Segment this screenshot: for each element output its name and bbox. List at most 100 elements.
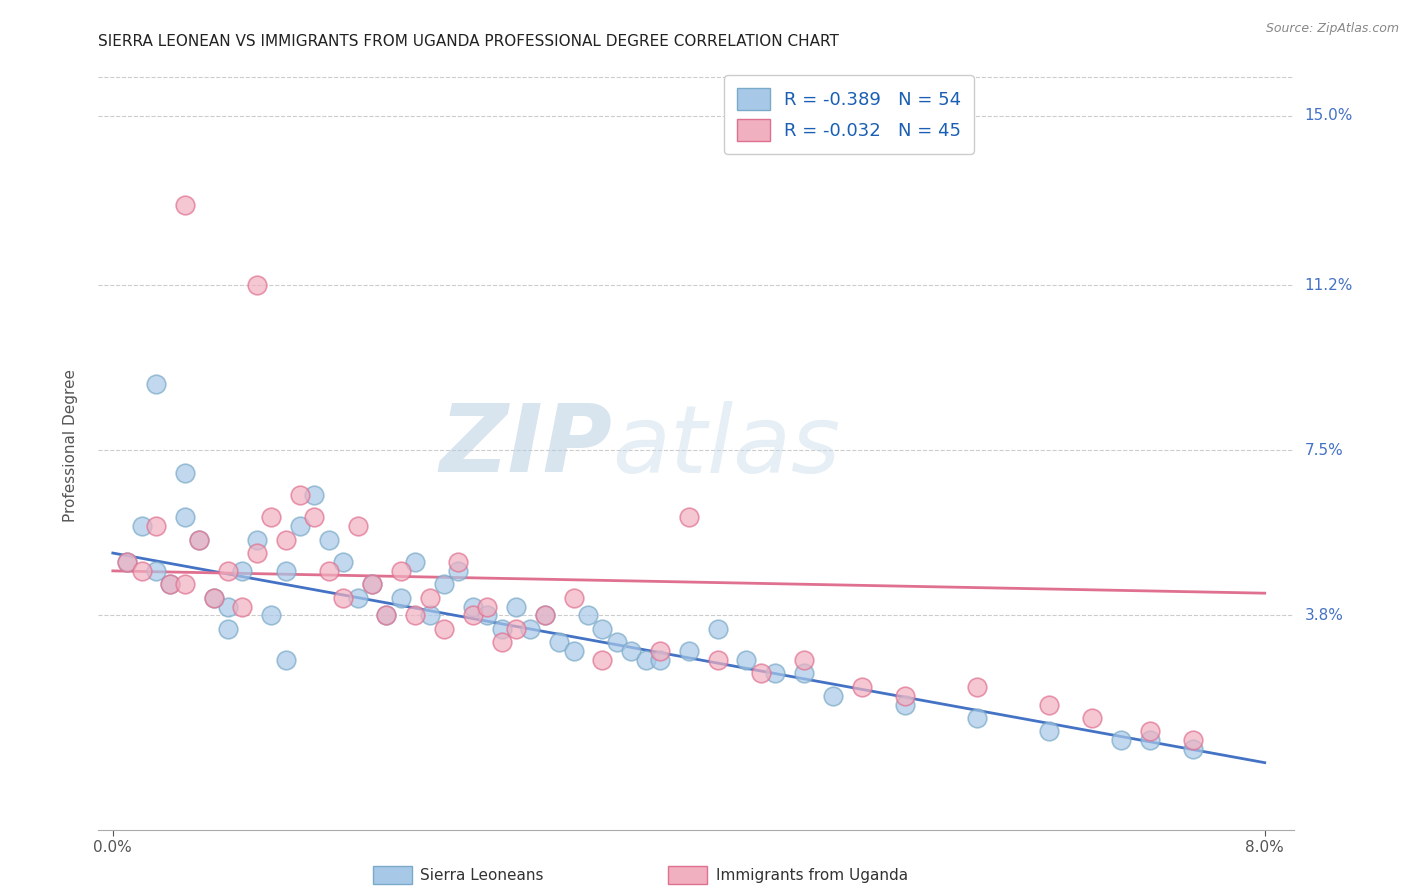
Point <box>246 546 269 560</box>
Point <box>548 635 571 649</box>
Point <box>159 577 181 591</box>
Point <box>1109 733 1132 747</box>
Point <box>433 577 456 591</box>
Point <box>893 698 915 712</box>
Point <box>361 577 384 591</box>
Point <box>793 666 815 681</box>
Point <box>576 608 599 623</box>
Point <box>477 608 499 623</box>
Point <box>389 564 412 578</box>
Point <box>966 711 988 725</box>
Point <box>260 510 283 524</box>
Point <box>678 510 700 524</box>
Point <box>1038 698 1060 712</box>
Point <box>318 564 340 578</box>
Point <box>173 466 195 480</box>
Point <box>477 599 499 614</box>
Point <box>1139 724 1161 739</box>
Point <box>217 599 239 614</box>
Point <box>763 666 786 681</box>
Point <box>159 577 181 591</box>
Point <box>634 653 657 667</box>
Point <box>231 599 253 614</box>
Text: 11.2%: 11.2% <box>1305 278 1353 293</box>
Point <box>419 591 441 605</box>
Text: Sierra Leoneans: Sierra Leoneans <box>420 868 544 882</box>
Point <box>447 564 470 578</box>
Point <box>620 644 643 658</box>
Point <box>246 278 269 293</box>
Point <box>591 653 613 667</box>
Point <box>821 689 844 703</box>
Point <box>461 599 484 614</box>
Point <box>346 591 368 605</box>
Point <box>217 622 239 636</box>
Point <box>202 591 225 605</box>
Point <box>231 564 253 578</box>
Point <box>419 608 441 623</box>
Point <box>288 519 311 533</box>
Point <box>274 653 297 667</box>
Point <box>145 376 167 391</box>
Point <box>115 555 138 569</box>
Point <box>533 608 555 623</box>
Point <box>131 519 153 533</box>
Y-axis label: Professional Degree: Professional Degree <box>63 369 77 523</box>
Point <box>131 564 153 578</box>
Legend: R = -0.389   N = 54, R = -0.032   N = 45: R = -0.389 N = 54, R = -0.032 N = 45 <box>724 75 974 153</box>
Point <box>735 653 758 667</box>
Point <box>404 555 426 569</box>
Point <box>893 689 915 703</box>
Point <box>246 533 269 547</box>
Point <box>648 644 671 658</box>
Point <box>288 488 311 502</box>
Point <box>793 653 815 667</box>
Point <box>447 555 470 569</box>
Point <box>375 608 398 623</box>
Point <box>375 608 398 623</box>
Point <box>1181 742 1204 756</box>
Point <box>145 519 167 533</box>
Point <box>648 653 671 667</box>
Point <box>404 608 426 623</box>
Text: Source: ZipAtlas.com: Source: ZipAtlas.com <box>1265 22 1399 36</box>
Point <box>1081 711 1104 725</box>
Text: 15.0%: 15.0% <box>1305 109 1353 123</box>
Point <box>318 533 340 547</box>
Point <box>1181 733 1204 747</box>
Point <box>591 622 613 636</box>
Point <box>519 622 541 636</box>
Point <box>202 591 225 605</box>
Point <box>491 622 513 636</box>
Point <box>188 533 211 547</box>
Text: Immigrants from Uganda: Immigrants from Uganda <box>716 868 908 882</box>
Point <box>1139 733 1161 747</box>
Point <box>562 591 585 605</box>
Text: 7.5%: 7.5% <box>1305 443 1343 458</box>
Point <box>274 533 297 547</box>
Point <box>145 564 167 578</box>
Text: SIERRA LEONEAN VS IMMIGRANTS FROM UGANDA PROFESSIONAL DEGREE CORRELATION CHART: SIERRA LEONEAN VS IMMIGRANTS FROM UGANDA… <box>98 34 839 49</box>
Point <box>966 680 988 694</box>
Point <box>115 555 138 569</box>
Point <box>173 198 195 212</box>
Point <box>461 608 484 623</box>
Point <box>749 666 772 681</box>
Point <box>433 622 456 636</box>
Point <box>851 680 873 694</box>
Point <box>1038 724 1060 739</box>
Point <box>389 591 412 605</box>
Point <box>505 622 527 636</box>
Text: 3.8%: 3.8% <box>1305 608 1344 623</box>
Point <box>217 564 239 578</box>
Point <box>533 608 555 623</box>
Point <box>274 564 297 578</box>
Point <box>173 577 195 591</box>
Point <box>260 608 283 623</box>
Point <box>361 577 384 591</box>
Point <box>304 488 326 502</box>
Point <box>505 599 527 614</box>
Point <box>606 635 628 649</box>
Text: ZIP: ZIP <box>440 400 613 492</box>
Point <box>332 591 354 605</box>
